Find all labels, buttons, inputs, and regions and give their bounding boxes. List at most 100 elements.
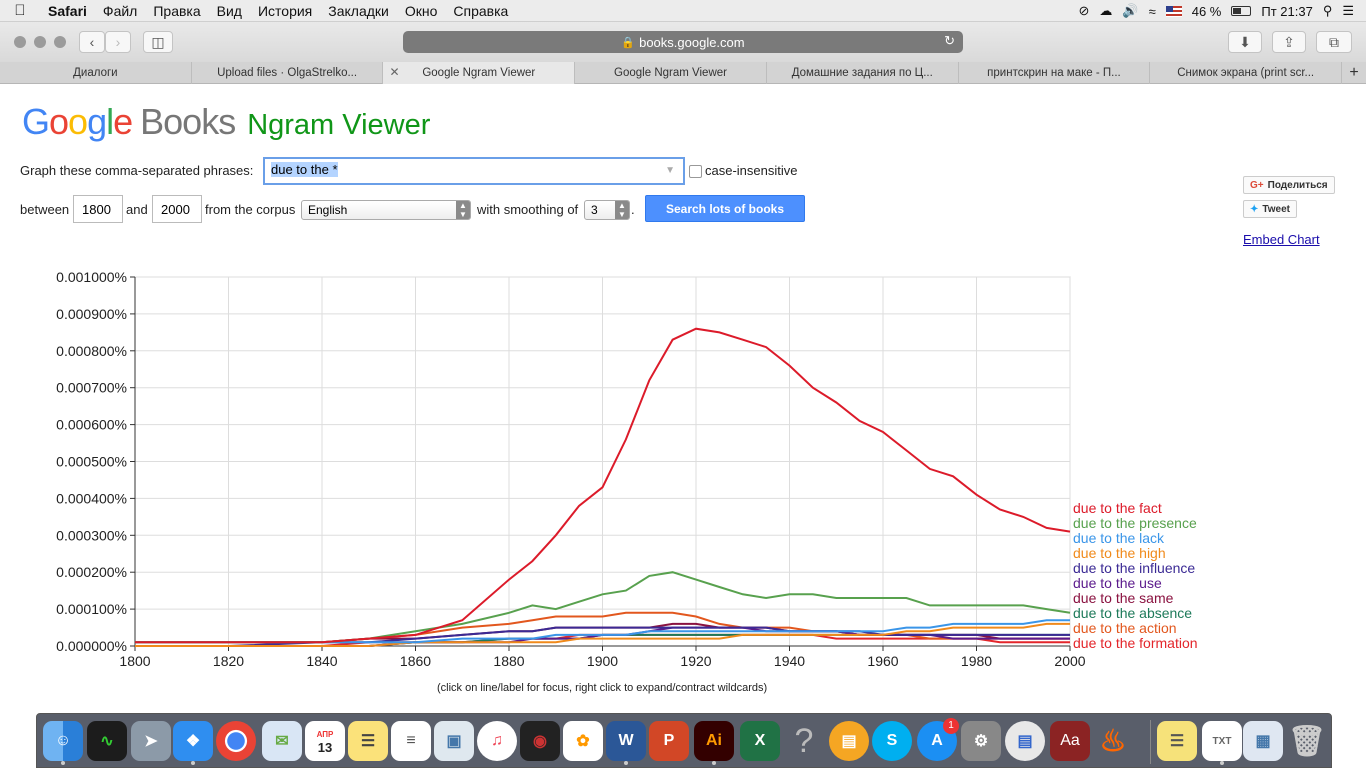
x-tick-label: 1940 <box>774 653 805 669</box>
menu-window[interactable]: Окно <box>404 2 438 19</box>
screenshot-stack-icon[interactable]: ▦ <box>1243 721 1283 761</box>
dock: ☺ ∿ ➤ ❖ ✉ АПР 13 ☰ ≡ ▣ ♫ ◉ ✿ W P Ai X ? … <box>36 713 1332 768</box>
series-line <box>135 327 1071 644</box>
series-line <box>135 571 1071 644</box>
menu-edit[interactable]: Правка <box>153 2 201 19</box>
ibooks-icon[interactable]: ▤ <box>829 721 869 761</box>
cloud-icon[interactable]: ☁ <box>1099 3 1113 18</box>
txt-document-icon[interactable]: TXT <box>1202 721 1242 761</box>
clock[interactable]: Пт 21:37 <box>1261 3 1313 19</box>
phrase-input[interactable]: due to the * ▼ <box>263 157 685 185</box>
ngram-line-chart[interactable]: 0.000000% 0.000100% 0.000200% 0.000300% 0.00… <box>0 255 1366 685</box>
legend-entry: due to the fact <box>1073 500 1162 516</box>
word-icon[interactable]: W <box>606 721 646 761</box>
y-tick-label: 0.000600% <box>56 417 127 433</box>
tab-dialogs[interactable]: Диалоги <box>0 62 192 84</box>
address-bar[interactable]: 🔒 books.google.com ↻ <box>403 31 963 53</box>
dropdown-arrow-icon[interactable]: ▼ <box>665 165 675 176</box>
google-plus-icon: G+ <box>1250 179 1264 191</box>
running-indicator <box>712 761 716 765</box>
help-question-icon[interactable]: ? <box>784 721 824 761</box>
tab-homework[interactable]: Домашние задания по Ц... <box>767 62 959 84</box>
menu-bookmarks[interactable]: Закладки <box>328 2 389 19</box>
volume-icon[interactable]: 🔊 <box>1122 3 1139 18</box>
period-text: . <box>631 202 635 217</box>
forward-button[interactable]: › <box>105 31 131 53</box>
corpus-select[interactable]: English ▲ ▼ <box>301 200 471 220</box>
hotspot-shield-flame-icon[interactable]: ♨ <box>1099 724 1127 758</box>
system-preferences-gear-icon[interactable]: ⚙ <box>961 721 1001 761</box>
apple-menu-icon[interactable]:  <box>0 2 40 19</box>
skype-icon[interactable]: S <box>872 721 912 761</box>
launchpad-rocket-icon[interactable]: ➤ <box>131 721 171 761</box>
battery-percent[interactable]: 46 % <box>1191 3 1222 19</box>
embed-chart-link[interactable]: Embed Chart <box>1243 232 1320 247</box>
calendar-icon[interactable]: АПР 13 <box>305 721 345 761</box>
new-tab-button[interactable]: + <box>1349 64 1359 81</box>
tab-label: принтскрин на маке - П... <box>987 67 1121 79</box>
case-insensitive-checkbox[interactable] <box>689 165 702 178</box>
case-insensitive-label[interactable]: case-insensitive <box>705 163 798 178</box>
battery-icon[interactable] <box>1231 6 1252 16</box>
notes-folder-icon[interactable]: ☰ <box>1157 721 1197 761</box>
tab-ngram-viewer-active[interactable]: ✕ Google Ngram Viewer <box>383 62 576 84</box>
dictionary-icon[interactable]: Aa <box>1050 721 1090 761</box>
x-tick-label: 2000 <box>1054 653 1085 669</box>
window-close-button[interactable] <box>14 36 26 48</box>
tweet-button[interactable]: ✦ Tweet <box>1243 200 1297 218</box>
tab-label: Диалоги <box>73 67 118 79</box>
input-source-flag-icon[interactable] <box>1165 5 1182 17</box>
safari-compass-icon[interactable]: ❖ <box>173 721 213 761</box>
chrome-icon[interactable] <box>216 721 256 761</box>
start-year-input[interactable]: 1800 <box>73 195 123 223</box>
spotlight-search-icon[interactable]: ⚲ <box>1322 3 1333 18</box>
activity-monitor-icon[interactable]: ∿ <box>87 721 127 761</box>
window-minimize-button[interactable] <box>34 36 46 48</box>
reminders-icon[interactable]: ≡ <box>391 721 431 761</box>
photo-booth-icon[interactable]: ◉ <box>520 721 560 761</box>
legend-entry: due to the lack <box>1073 530 1165 546</box>
tab-screenshot[interactable]: Снимок экрана (print scr... <box>1150 62 1343 84</box>
search-button[interactable]: Search lots of books <box>645 195 805 222</box>
finder-icon[interactable]: ☺ <box>43 721 83 761</box>
sidebar-toggle-icon[interactable]: ◫ <box>143 31 173 53</box>
notification-center-icon[interactable]: ☰ <box>1342 3 1354 18</box>
tab-label: Снимок экрана (print scr... <box>1177 67 1315 79</box>
downloads-icon[interactable]: ⬇ <box>1228 31 1262 53</box>
notes-icon[interactable]: ☰ <box>348 721 388 761</box>
google-books-logo[interactable]: Google Books Ngram Viewer <box>22 101 431 142</box>
menu-help[interactable]: Справка <box>453 2 509 19</box>
end-year-input[interactable]: 2000 <box>152 195 202 223</box>
corpus-select-value: English <box>308 203 348 217</box>
y-tick-label: 0.001000% <box>56 269 127 285</box>
menu-view[interactable]: Вид <box>216 2 242 19</box>
photos-icon[interactable]: ✿ <box>563 721 603 761</box>
reload-icon[interactable]: ↻ <box>944 33 955 48</box>
menu-file[interactable]: Файл <box>102 2 138 19</box>
tab-ngram-viewer[interactable]: Google Ngram Viewer <box>575 62 767 84</box>
mail-stamp-icon[interactable]: ✉ <box>262 721 302 761</box>
preview-icon[interactable]: ▣ <box>434 721 474 761</box>
tab-upload-files[interactable]: Upload files · OlgaStrelko... <box>192 62 384 84</box>
sync-icon[interactable]: ⊘ <box>1078 3 1090 18</box>
menu-app-name[interactable]: Safari <box>48 2 87 19</box>
series-line <box>135 626 1070 647</box>
close-tab-icon[interactable]: ✕ <box>389 65 400 79</box>
legend-entry: due to the presence <box>1073 515 1197 531</box>
smoothing-select[interactable]: 3 ▲ ▼ <box>584 200 630 220</box>
phrases-label: Graph these comma-separated phrases: <box>20 163 254 178</box>
window-zoom-button[interactable] <box>54 36 66 48</box>
menu-history[interactable]: История <box>257 2 313 19</box>
trash-icon[interactable]: 🗑 <box>1287 724 1327 758</box>
back-button[interactable]: ‹ <box>79 31 105 53</box>
wifi-icon[interactable]: ≈ <box>1148 3 1156 19</box>
google-plus-share-button[interactable]: G+ Поделиться <box>1243 176 1335 194</box>
tab-overview-icon[interactable]: ⧉ <box>1316 31 1352 53</box>
image-capture-icon[interactable]: ▤ <box>1005 721 1045 761</box>
itunes-icon[interactable]: ♫ <box>477 721 517 761</box>
excel-icon[interactable]: X <box>740 721 780 761</box>
powerpoint-icon[interactable]: P <box>649 721 689 761</box>
share-icon[interactable]: ⇪ <box>1272 31 1306 53</box>
illustrator-icon[interactable]: Ai <box>694 721 734 761</box>
tab-printscreen[interactable]: принтскрин на маке - П... <box>959 62 1151 84</box>
